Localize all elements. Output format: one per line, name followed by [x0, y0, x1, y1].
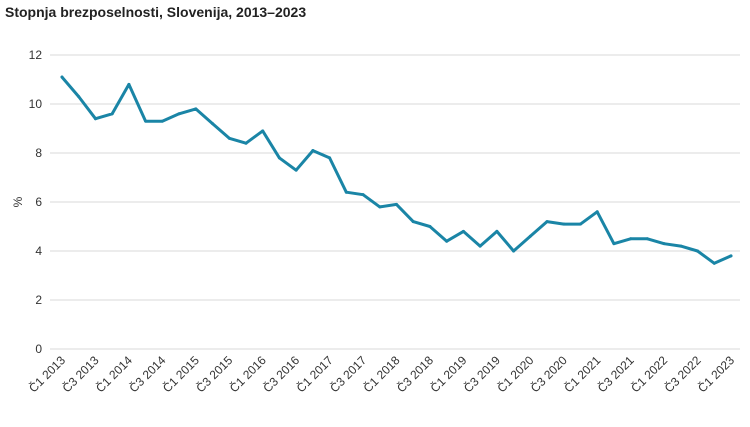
- grid-lines: [50, 54, 740, 350]
- y-axis-label: %: [11, 196, 25, 207]
- data-point: [662, 242, 666, 246]
- data-point: [478, 244, 482, 248]
- data-point: [378, 205, 382, 209]
- data-point: [395, 202, 398, 206]
- data-point: [629, 237, 633, 241]
- data-point: [712, 261, 716, 265]
- y-tick-label: 6: [35, 195, 42, 209]
- series-line: [60, 75, 733, 265]
- data-point: [344, 190, 348, 194]
- x-tick-label: Č1 2023: [694, 352, 737, 395]
- data-point: [411, 220, 415, 224]
- data-point: [528, 234, 532, 238]
- data-point: [361, 193, 365, 197]
- data-point: [512, 249, 516, 253]
- data-point: [578, 222, 582, 226]
- data-point: [328, 156, 332, 160]
- data-point: [227, 136, 231, 140]
- data-point: [194, 107, 198, 111]
- data-point: [211, 122, 215, 126]
- data-point: [679, 244, 683, 248]
- data-point: [244, 141, 248, 145]
- y-tick-label: 12: [29, 48, 43, 62]
- series-layer: [60, 75, 733, 265]
- data-point: [729, 254, 733, 258]
- y-tick-label: 10: [29, 97, 43, 111]
- data-point: [127, 82, 131, 86]
- data-point: [311, 149, 315, 153]
- y-tick-label: 0: [35, 342, 42, 356]
- y-axis-ticks: 0 2 4 6 8 10 12: [29, 48, 43, 356]
- data-point: [77, 95, 81, 99]
- data-point: [595, 210, 599, 214]
- data-point: [277, 156, 281, 160]
- data-point: [160, 119, 164, 123]
- y-tick-label: 4: [35, 244, 42, 258]
- data-point: [612, 242, 616, 246]
- data-point: [562, 222, 566, 226]
- chart-title: Stopnja brezposelnosti, Slovenija, 2013–…: [5, 4, 307, 20]
- data-point: [93, 117, 97, 121]
- data-point: [60, 75, 64, 79]
- data-point: [177, 112, 181, 116]
- data-point: [545, 220, 549, 224]
- data-point: [110, 112, 114, 116]
- y-tick-label: 8: [35, 146, 42, 160]
- data-point: [495, 229, 499, 233]
- data-point: [428, 225, 432, 228]
- data-point: [461, 229, 465, 233]
- data-point: [261, 129, 265, 133]
- data-point: [294, 168, 298, 172]
- data-point: [696, 249, 700, 253]
- data-point: [645, 237, 649, 241]
- data-point: [144, 119, 148, 123]
- y-tick-label: 2: [35, 293, 42, 307]
- data-point: [445, 239, 449, 243]
